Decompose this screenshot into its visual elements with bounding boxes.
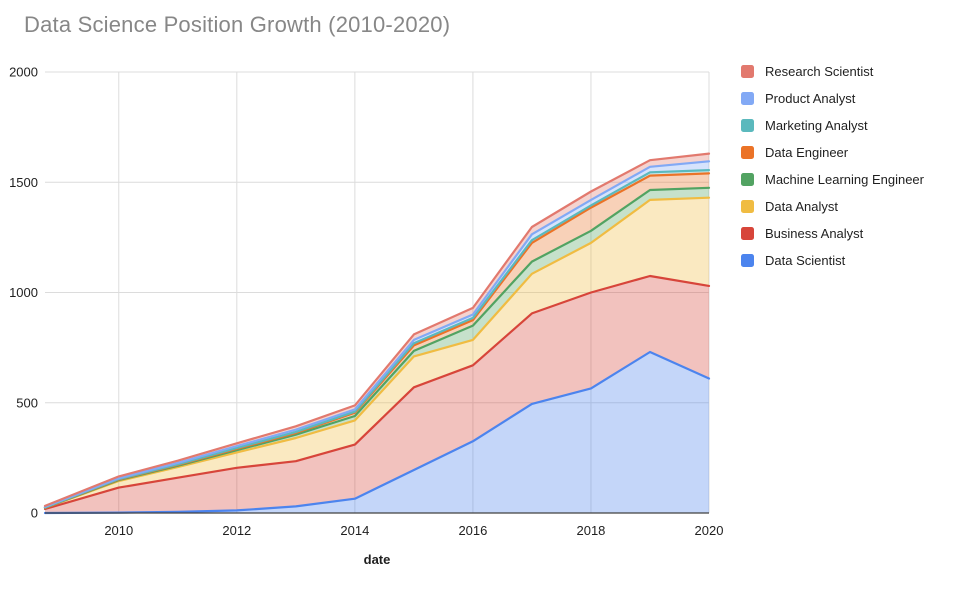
legend-label-marketing-analyst: Marketing Analyst xyxy=(765,118,868,133)
legend-label-research-scientist: Research Scientist xyxy=(765,64,874,79)
y-tick-label: 2000 xyxy=(9,65,38,80)
legend-swatch-data-engineer xyxy=(741,146,754,159)
y-tick-label: 0 xyxy=(31,506,38,521)
legend: Research Scientist Product Analyst Marketi… xyxy=(741,64,924,281)
x-tick-label: 2016 xyxy=(458,523,487,538)
area-data-analyst xyxy=(45,197,709,509)
legend-item-marketing-analyst: Marketing Analyst xyxy=(741,118,924,133)
line-data-analyst xyxy=(43,196,711,509)
legend-item-business-analyst: Business Analyst xyxy=(741,226,924,241)
line-marketing-analyst xyxy=(43,169,711,509)
x-tick-label: 2014 xyxy=(340,523,369,538)
area-business-analyst xyxy=(45,276,709,513)
legend-swatch-data-scientist xyxy=(741,254,754,267)
chart-title: Data Science Position Growth (2010-2020) xyxy=(24,12,451,37)
legend-swatch-machine-learning-engineer xyxy=(741,173,754,186)
line-business-analyst xyxy=(43,274,711,511)
legend-swatch-research-scientist xyxy=(741,65,754,78)
x-tick-label: 2010 xyxy=(104,523,133,538)
line-data-scientist xyxy=(43,350,711,515)
legend-item-data-analyst: Data Analyst xyxy=(741,199,924,214)
legend-label-data-engineer: Data Engineer xyxy=(765,145,849,160)
x-tick-label: 2012 xyxy=(222,523,251,538)
legend-swatch-business-analyst xyxy=(741,227,754,240)
legend-label-product-analyst: Product Analyst xyxy=(765,91,856,106)
legend-label-data-analyst: Data Analyst xyxy=(765,199,838,214)
y-tick-label: 1000 xyxy=(9,285,38,300)
line-research-scientist xyxy=(43,152,711,507)
area-data-scientist xyxy=(45,352,709,513)
legend-item-machine-learning-engineer: Machine Learning Engineer xyxy=(741,172,924,187)
legend-item-research-scientist: Research Scientist xyxy=(741,64,924,79)
x-tick-label: 2018 xyxy=(576,523,605,538)
legend-label-machine-learning-engineer: Machine Learning Engineer xyxy=(765,172,924,187)
legend-label-business-analyst: Business Analyst xyxy=(765,226,864,241)
x-axis-title: date xyxy=(363,552,391,567)
y-tick-label: 500 xyxy=(16,395,38,410)
y-tick-label: 1500 xyxy=(9,175,38,190)
legend-swatch-data-analyst xyxy=(741,200,754,213)
legend-swatch-marketing-analyst xyxy=(741,119,754,132)
x-tick-label: 2020 xyxy=(695,523,724,538)
legend-item-data-engineer: Data Engineer xyxy=(741,145,924,160)
legend-label-data-scientist: Data Scientist xyxy=(765,253,846,268)
legend-item-product-analyst: Product Analyst xyxy=(741,91,924,106)
legend-item-data-scientist: Data Scientist xyxy=(741,253,924,268)
legend-swatch-product-analyst xyxy=(741,92,754,105)
line-product-analyst xyxy=(43,160,711,508)
